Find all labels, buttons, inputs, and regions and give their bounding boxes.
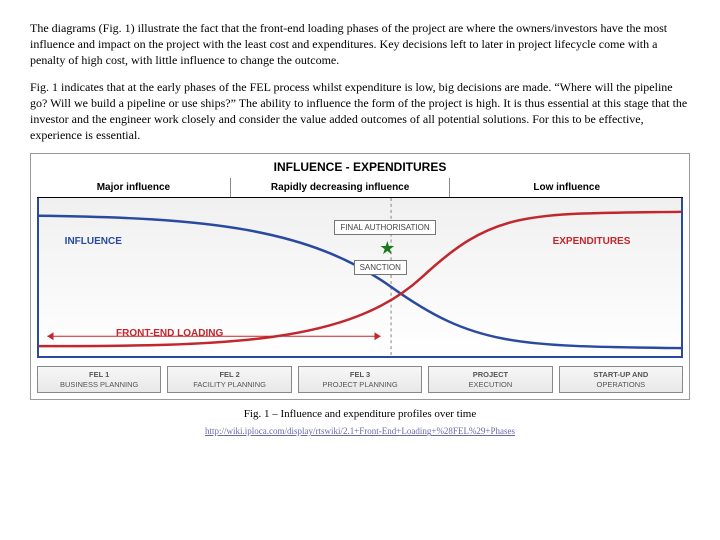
figure-caption: Fig. 1 – Influence and expenditure profi… xyxy=(30,408,690,420)
phase-box: PROJECTEXECUTION xyxy=(428,366,552,393)
header-col: Rapidly decreasing influence xyxy=(231,178,451,197)
influence-curve-label: INFLUENCE xyxy=(65,236,122,247)
star-icon: ★ xyxy=(379,238,395,259)
phase-box: FEL 2FACILITY PLANNING xyxy=(167,366,291,393)
chart-header: Major influenceRapidly decreasing influe… xyxy=(37,178,683,198)
figure-1: INFLUENCE - EXPENDITURES Major influence… xyxy=(30,153,690,400)
header-col: Low influence xyxy=(450,178,683,197)
paragraph-2: Fig. 1 indicates that at the early phase… xyxy=(30,79,690,144)
phase-box: FEL 3PROJECT PLANNING xyxy=(298,366,422,393)
final-authorisation-label: FINAL AUTHORISATION xyxy=(334,220,435,235)
front-end-loading-label: FRONT-END LOADING xyxy=(116,328,223,339)
phase-row: FEL 1BUSINESS PLANNINGFEL 2FACILITY PLAN… xyxy=(37,366,683,393)
header-col: Major influence xyxy=(37,178,231,197)
phase-box: FEL 1BUSINESS PLANNING xyxy=(37,366,161,393)
expenditures-curve-label: EXPENDITURES xyxy=(553,236,631,247)
chart-area: FINAL AUTHORISATION SANCTION ★ INFLUENCE… xyxy=(37,198,683,358)
phase-box: START-UP ANDOPERATIONS xyxy=(559,366,683,393)
paragraph-1: The diagrams (Fig. 1) illustrate the fac… xyxy=(30,20,690,69)
sanction-label: SANCTION xyxy=(354,260,407,275)
source-link[interactable]: http://wiki.iploca.com/display/rtswiki/2… xyxy=(30,426,690,436)
figure-title: INFLUENCE - EXPENDITURES xyxy=(37,160,683,174)
